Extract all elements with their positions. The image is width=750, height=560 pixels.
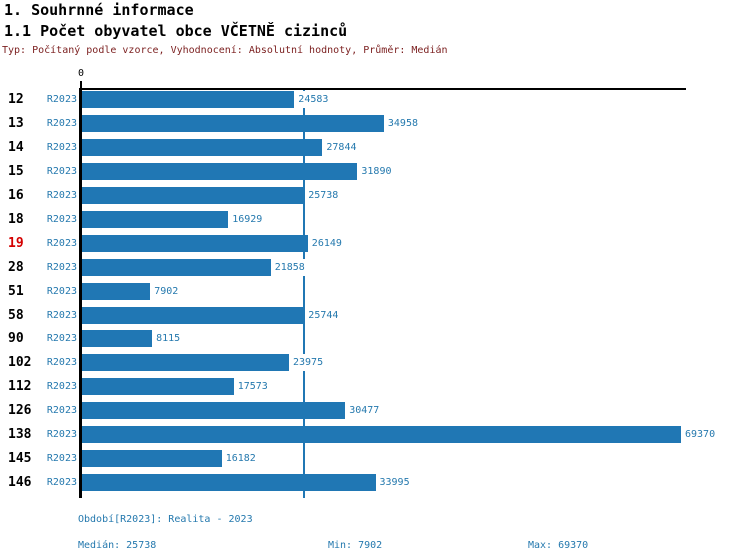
bar [82,282,151,300]
row-series-label: R2023 [46,165,77,177]
bar [82,138,323,156]
row-category-label: 15 [8,163,24,179]
row-category-label: 145 [8,451,32,467]
bar [82,306,305,324]
row-series-label: R2023 [46,477,77,488]
row-category-label: 13 [8,115,24,131]
bar-value-label: 8115 [155,330,182,348]
bar-value-label: 21858 [273,258,306,276]
bar-value-label: 25738 [307,186,340,204]
row-category-label: 90 [8,331,24,347]
row-category-label: 146 [8,475,32,490]
row-category-label: 51 [8,283,24,299]
row-category-label: 14 [8,139,24,155]
row-series-label: R2023 [46,189,77,201]
row-series-label: R2023 [46,94,77,105]
row-series-label: R2023 [46,309,77,321]
bar-value-label: 16929 [231,210,264,228]
bar-value-label: 31890 [360,162,393,180]
row-series-label: R2023 [46,333,77,345]
row-category-label: 12 [8,92,24,107]
row-category-label: 112 [8,379,32,395]
row-series-label: R2023 [46,381,77,393]
bar [82,450,222,468]
bar [82,402,346,420]
bar-value-label: 17573 [236,378,269,396]
row-category-label: 16 [8,187,24,203]
row-category-label: 19 [8,235,24,251]
min-label: Min: 7902 [328,540,383,551]
bar-value-label: 26149 [310,234,343,252]
bar [82,162,358,180]
row-category-label: 18 [8,211,24,227]
chart-meta-line: Typ: Počítaný podle vzorce, Vyhodnocení:… [2,45,448,56]
bar-value-label: 7902 [153,282,180,300]
bar-value-label: 24583 [297,91,330,108]
row-series-label: R2023 [46,237,77,249]
bar-value-label: 30477 [348,402,381,420]
bar-value-label: 33995 [378,474,411,491]
row-series-label: R2023 [46,213,77,225]
row-category-label: 28 [8,259,24,275]
median-line [303,89,306,498]
row-series-label: R2023 [46,261,77,273]
bar [82,354,289,372]
bar [82,330,153,348]
bar-chart: 0 12 R2023 24583 13 R2023 34958 14 R2023 27844 15… [8,68,717,498]
bar-value-label: 16182 [224,450,257,468]
bar-value-label: 23975 [292,354,325,372]
row-series-label: R2023 [46,405,77,417]
bar [82,378,234,396]
row-category-label: 126 [8,403,32,419]
y-axis-line [79,88,82,498]
bar [82,210,229,228]
x-axis-zero-label: 0 [77,68,85,79]
bar-value-label: 25744 [307,306,340,324]
bar [82,91,295,108]
row-series-label: R2023 [46,453,77,465]
row-category-label: 102 [8,355,32,371]
bar [82,114,384,132]
period-label: Období[R2023]: Realita - 2023 [78,514,253,525]
bar-value-label: 27844 [325,138,358,156]
bar [82,258,271,276]
bar [82,426,681,444]
bar-value-label: 34958 [386,114,419,132]
bar-value-label: 69370 [684,426,717,444]
page-title: 1. Souhrnné informace [4,1,194,19]
row-category-label: 58 [8,307,24,323]
x-axis-line [79,88,686,90]
max-label: Max: 69370 [528,540,589,551]
row-series-label: R2023 [46,117,77,129]
bar [82,234,308,252]
section-title: 1.1 Počet obyvatel obce VČETNĚ cizinců [4,22,348,40]
bar [82,186,305,204]
row-series-label: R2023 [46,357,77,369]
bar [82,474,376,491]
row-category-label: 138 [8,427,32,443]
x-axis-zero-tick [80,81,82,89]
median-label: Medián: 25738 [78,540,157,551]
row-series-label: R2023 [46,141,77,153]
row-series-label: R2023 [46,285,77,297]
row-series-label: R2023 [46,429,77,441]
